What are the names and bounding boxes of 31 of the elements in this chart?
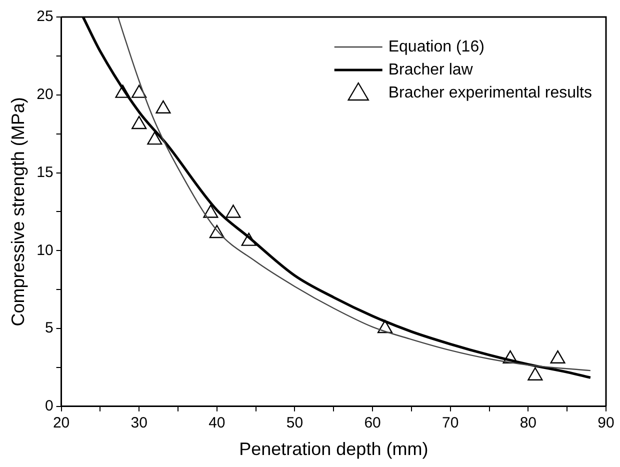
x-tick-label: 40 xyxy=(208,414,226,432)
x-tick-label: 90 xyxy=(598,414,614,432)
y-tick-label: 25 xyxy=(36,8,54,26)
point xyxy=(209,224,224,238)
legend-label: Bracher experimental results xyxy=(388,84,592,102)
y-tick-label: 5 xyxy=(44,320,54,337)
y-axis-title: Compressive strength (MPa) xyxy=(8,97,28,326)
point xyxy=(115,84,130,98)
y-tick-label: 15 xyxy=(36,164,54,181)
x-tick-label: 80 xyxy=(520,414,537,432)
point xyxy=(241,232,256,246)
x-tick-label: 30 xyxy=(130,414,148,432)
point xyxy=(203,204,218,218)
point xyxy=(528,367,543,380)
x-tick-label: 70 xyxy=(442,414,459,432)
point xyxy=(132,116,147,130)
x-tick-label: 50 xyxy=(286,414,304,432)
point xyxy=(377,320,393,334)
x-tick-label: 60 xyxy=(364,414,381,432)
y-tick-label: 0 xyxy=(44,398,54,415)
point xyxy=(502,350,518,364)
legend-label: Bracher law xyxy=(388,61,474,78)
legend-label: Equation (16) xyxy=(388,38,484,56)
point xyxy=(147,131,162,145)
point xyxy=(226,204,241,218)
x-axis-title: Penetration depth (mm) xyxy=(239,439,428,460)
y-tick-label: 20 xyxy=(36,86,54,104)
y-tick-label: 10 xyxy=(36,242,54,259)
point xyxy=(156,100,171,114)
point xyxy=(132,84,147,98)
point xyxy=(550,350,566,364)
